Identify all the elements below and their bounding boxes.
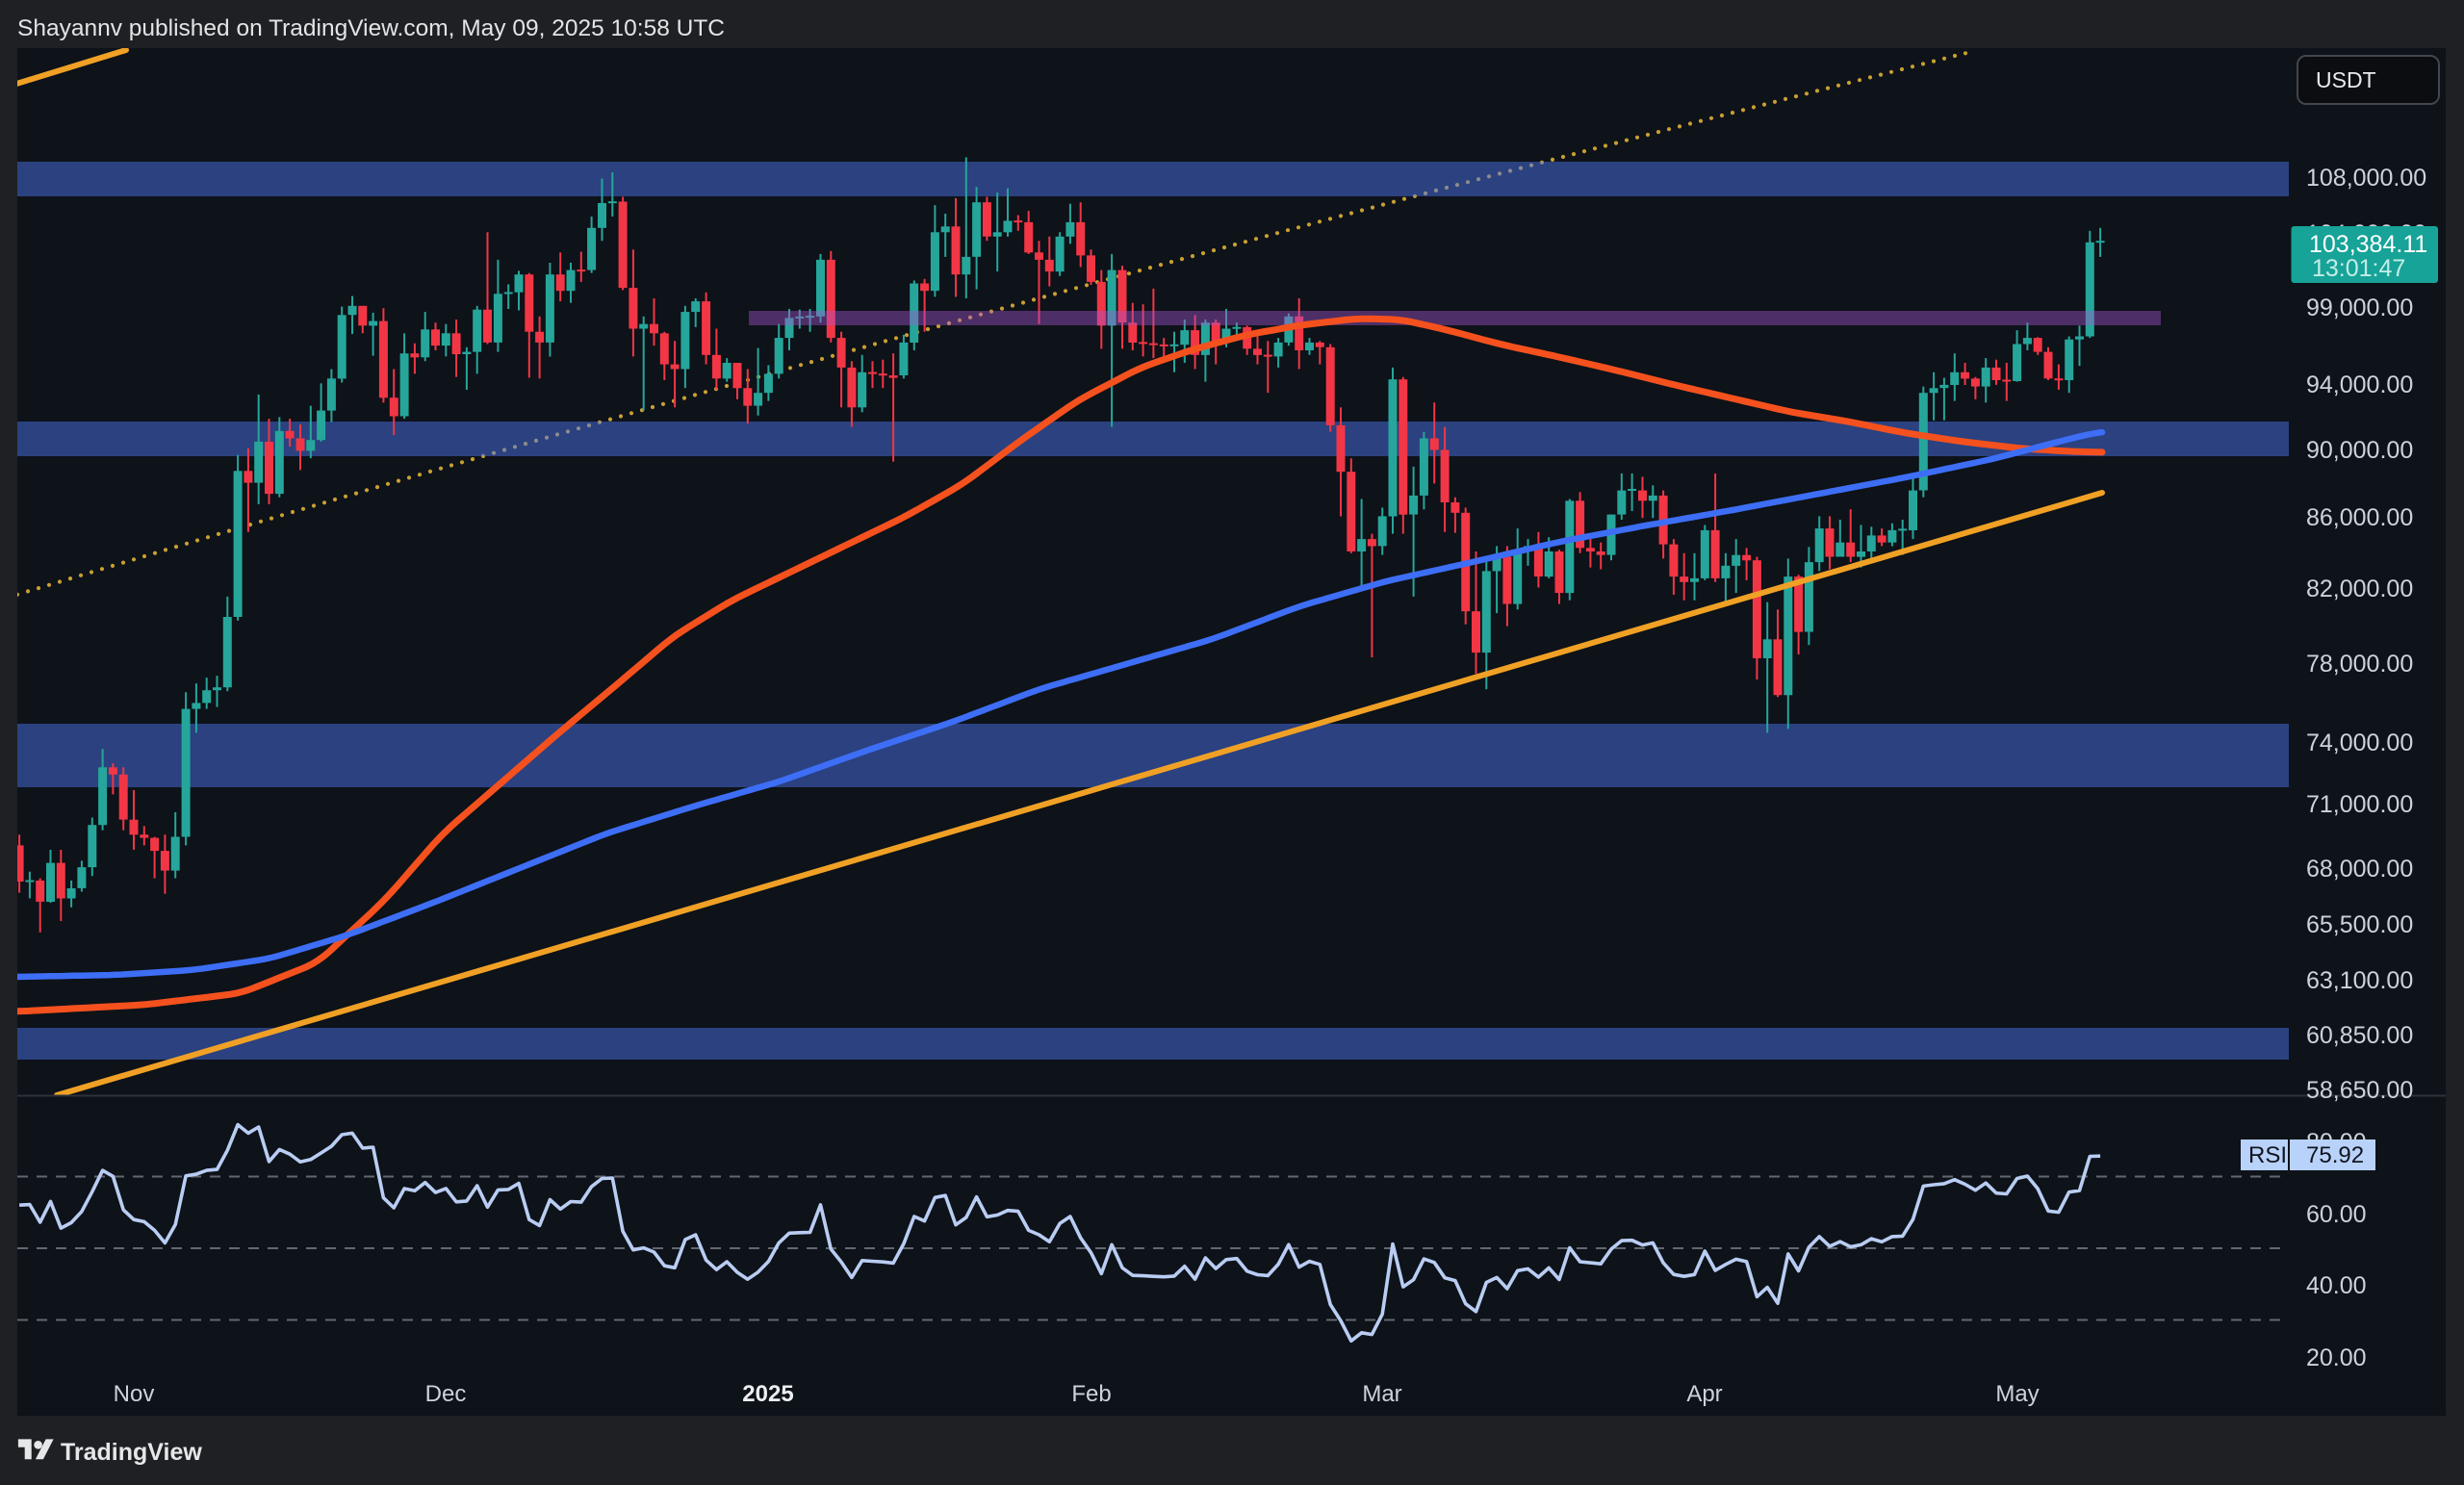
svg-text:99,000.00: 99,000.00 bbox=[2306, 294, 2413, 321]
svg-text:94,000.00: 94,000.00 bbox=[2306, 371, 2413, 398]
svg-text:74,000.00: 74,000.00 bbox=[2306, 730, 2413, 756]
svg-text:Shayannv published on TradingV: Shayannv published on TradingView.com, M… bbox=[17, 15, 725, 41]
svg-text:108,000.00: 108,000.00 bbox=[2306, 165, 2426, 192]
svg-text:May: May bbox=[1995, 1381, 2039, 1407]
svg-text:60,850.00: 60,850.00 bbox=[2306, 1022, 2413, 1049]
svg-text:13:01:47: 13:01:47 bbox=[2312, 255, 2405, 282]
svg-text:40.00: 40.00 bbox=[2306, 1272, 2367, 1299]
svg-text:63,100.00: 63,100.00 bbox=[2306, 967, 2413, 994]
svg-text:103,384.11: 103,384.11 bbox=[2309, 231, 2427, 258]
svg-text:68,000.00: 68,000.00 bbox=[2306, 856, 2413, 883]
svg-text:TradingView: TradingView bbox=[61, 1439, 202, 1466]
svg-text:20.00: 20.00 bbox=[2306, 1344, 2367, 1371]
svg-text:Dec: Dec bbox=[425, 1381, 467, 1407]
svg-text:Apr: Apr bbox=[1686, 1381, 1722, 1407]
svg-text:90,000.00: 90,000.00 bbox=[2306, 437, 2413, 464]
svg-text:71,000.00: 71,000.00 bbox=[2306, 791, 2413, 818]
svg-text:Mar: Mar bbox=[1362, 1381, 1401, 1407]
svg-text:Feb: Feb bbox=[1071, 1381, 1111, 1407]
svg-text:82,000.00: 82,000.00 bbox=[2306, 576, 2413, 602]
svg-text:65,500.00: 65,500.00 bbox=[2306, 911, 2413, 938]
svg-text:78,000.00: 78,000.00 bbox=[2306, 651, 2413, 678]
svg-text:2025: 2025 bbox=[742, 1381, 793, 1407]
svg-text:58,650.00: 58,650.00 bbox=[2306, 1077, 2413, 1104]
svg-text:Nov: Nov bbox=[114, 1381, 155, 1407]
svg-text:USDT: USDT bbox=[2316, 67, 2376, 92]
svg-text:75.92: 75.92 bbox=[2306, 1142, 2364, 1168]
svg-text:RSI: RSI bbox=[2248, 1142, 2287, 1168]
svg-text:60.00: 60.00 bbox=[2306, 1201, 2367, 1228]
svg-text:86,000.00: 86,000.00 bbox=[2306, 504, 2413, 531]
